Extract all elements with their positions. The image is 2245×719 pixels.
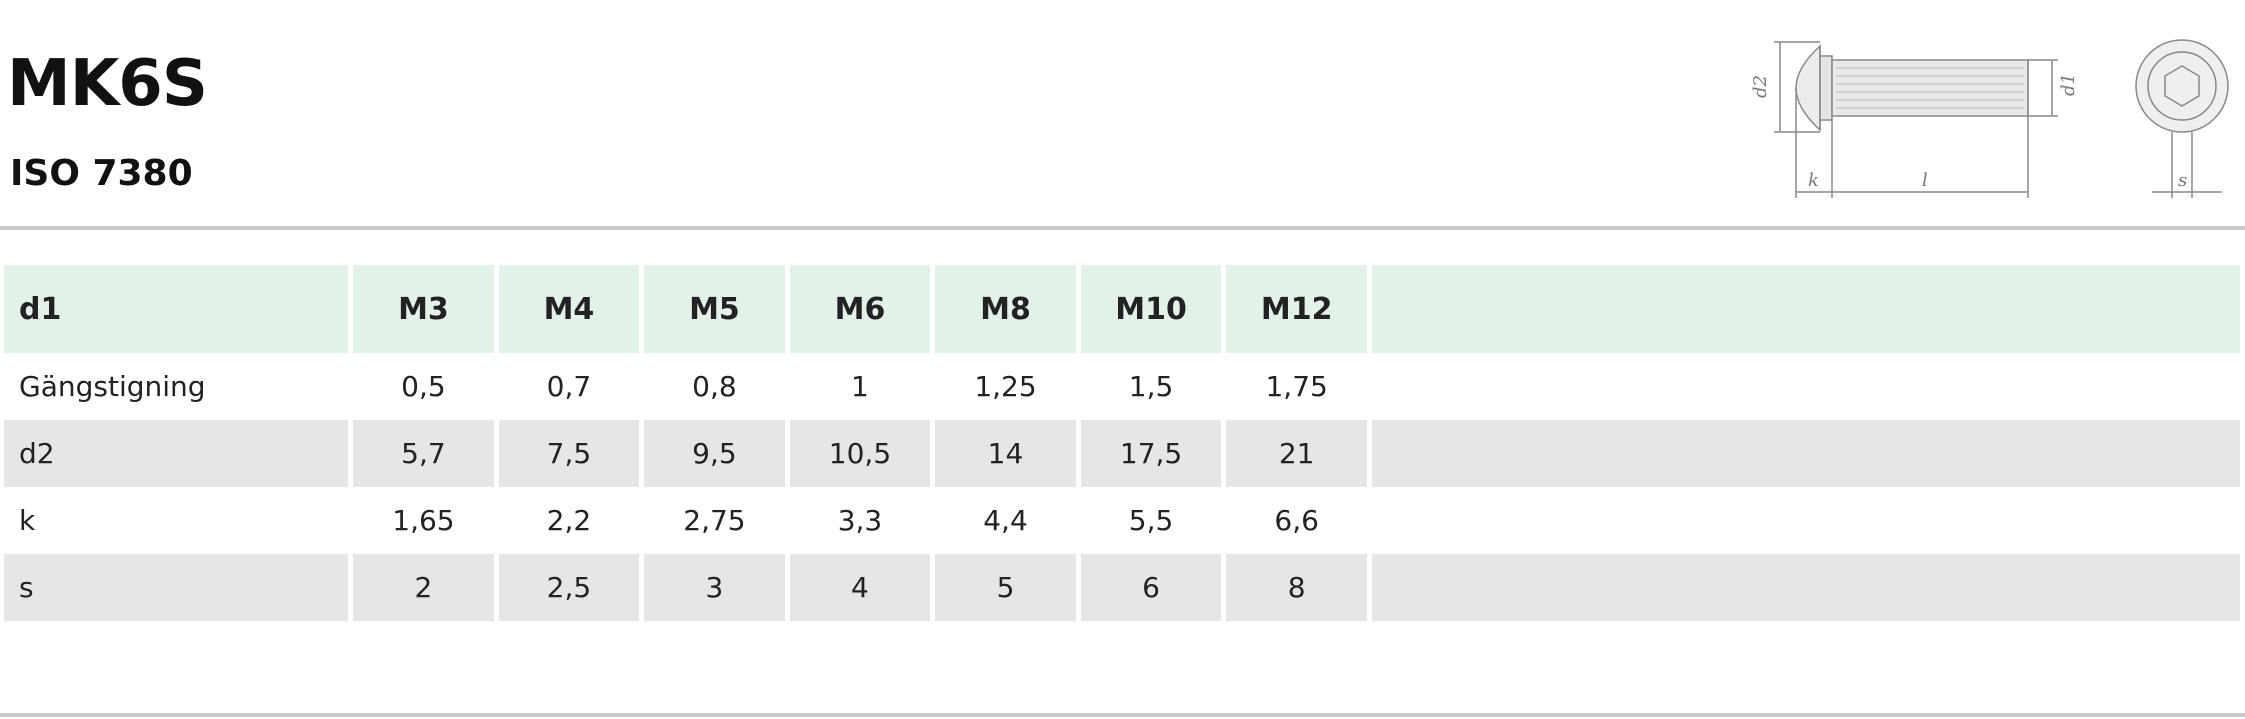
table-cell: 1,75 (1265, 370, 1328, 403)
table-cell: 6 (1080, 554, 1222, 621)
table-row: Gängstigning 0,5 0,7 0,8 1 1,25 1,5 1,75 (4, 353, 2240, 420)
table-cell: 1 (851, 370, 869, 403)
table-cell: 7,5 (498, 420, 640, 487)
k-label: k (1808, 170, 1819, 191)
d1-label: d1 (2058, 73, 2079, 96)
row-filler (1372, 487, 2240, 554)
size-header: M4 (498, 265, 640, 353)
row-label: d2 (4, 420, 349, 487)
table-cell: 2,75 (683, 504, 746, 537)
table-cell: 2,5 (498, 554, 640, 621)
top-divider (0, 226, 2245, 230)
table-cell: 1,5 (1128, 370, 1174, 403)
table-cell: 21 (1226, 420, 1367, 487)
row-label: Gängstigning (19, 370, 206, 403)
table-cell: 2 (353, 554, 494, 621)
table-cell: 10,5 (789, 420, 931, 487)
table-row: k 1,65 2,2 2,75 3,3 4,4 5,5 6,6 (4, 487, 2240, 554)
header-label: d1 (4, 265, 349, 353)
row-label: s (4, 554, 349, 621)
size-header: M8 (935, 265, 1076, 353)
s-label: s (2178, 170, 2187, 191)
table-cell: 5,5 (1128, 504, 1174, 537)
table-cell: 5,7 (353, 420, 494, 487)
l-label: l (1922, 170, 1928, 191)
bottom-divider (0, 713, 2245, 717)
table-cell: 0,7 (546, 370, 592, 403)
table-header-row: d1 M3 M4 M5 M6 M8 M10 M12 (4, 265, 2240, 353)
table-cell: 14 (935, 420, 1076, 487)
standard-subtitle: ISO 7380 (10, 153, 193, 194)
table-cell: 4 (789, 554, 931, 621)
table-cell: 0,5 (401, 370, 446, 403)
row-filler (1372, 353, 2240, 420)
row-label: k (19, 504, 36, 537)
table-cell: 1,25 (974, 370, 1037, 403)
header-filler (1371, 265, 2240, 353)
table-cell: 3 (644, 554, 785, 621)
table-cell: 1,65 (392, 504, 455, 537)
size-header: M10 (1080, 265, 1222, 353)
size-header: M12 (1226, 265, 1367, 353)
row-filler (1371, 554, 2240, 621)
table-cell: 5 (935, 554, 1076, 621)
row-filler (1371, 420, 2240, 487)
dimension-table: d1 M3 M4 M5 M6 M8 M10 M12 Gängstigning 0… (0, 265, 2245, 621)
table-cell: 3,3 (837, 504, 883, 537)
screw-technical-drawing: d2 d1 k l s (1752, 39, 2229, 198)
table-cell: 8 (1226, 554, 1367, 621)
table-cell: 4,4 (983, 504, 1028, 537)
table-cell: 9,5 (644, 420, 785, 487)
d2-label: d2 (1752, 75, 1771, 98)
table-cell: 0,8 (692, 370, 737, 403)
table-row: d2 5,7 7,5 9,5 10,5 14 17,5 21 (4, 420, 2240, 487)
size-header: M3 (353, 265, 494, 353)
table-cell: 17,5 (1080, 420, 1222, 487)
table-row: s 2 2,5 3 4 5 6 8 (4, 554, 2240, 621)
table-cell: 2,2 (546, 504, 592, 537)
table-cell: 6,6 (1274, 504, 1319, 537)
product-title: MK6S (7, 47, 208, 121)
size-header: M6 (789, 265, 931, 353)
size-header: M5 (644, 265, 785, 353)
